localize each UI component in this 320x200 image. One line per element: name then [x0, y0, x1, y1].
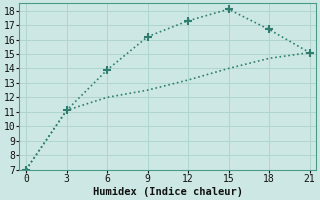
X-axis label: Humidex (Indice chaleur): Humidex (Indice chaleur) — [93, 186, 243, 197]
